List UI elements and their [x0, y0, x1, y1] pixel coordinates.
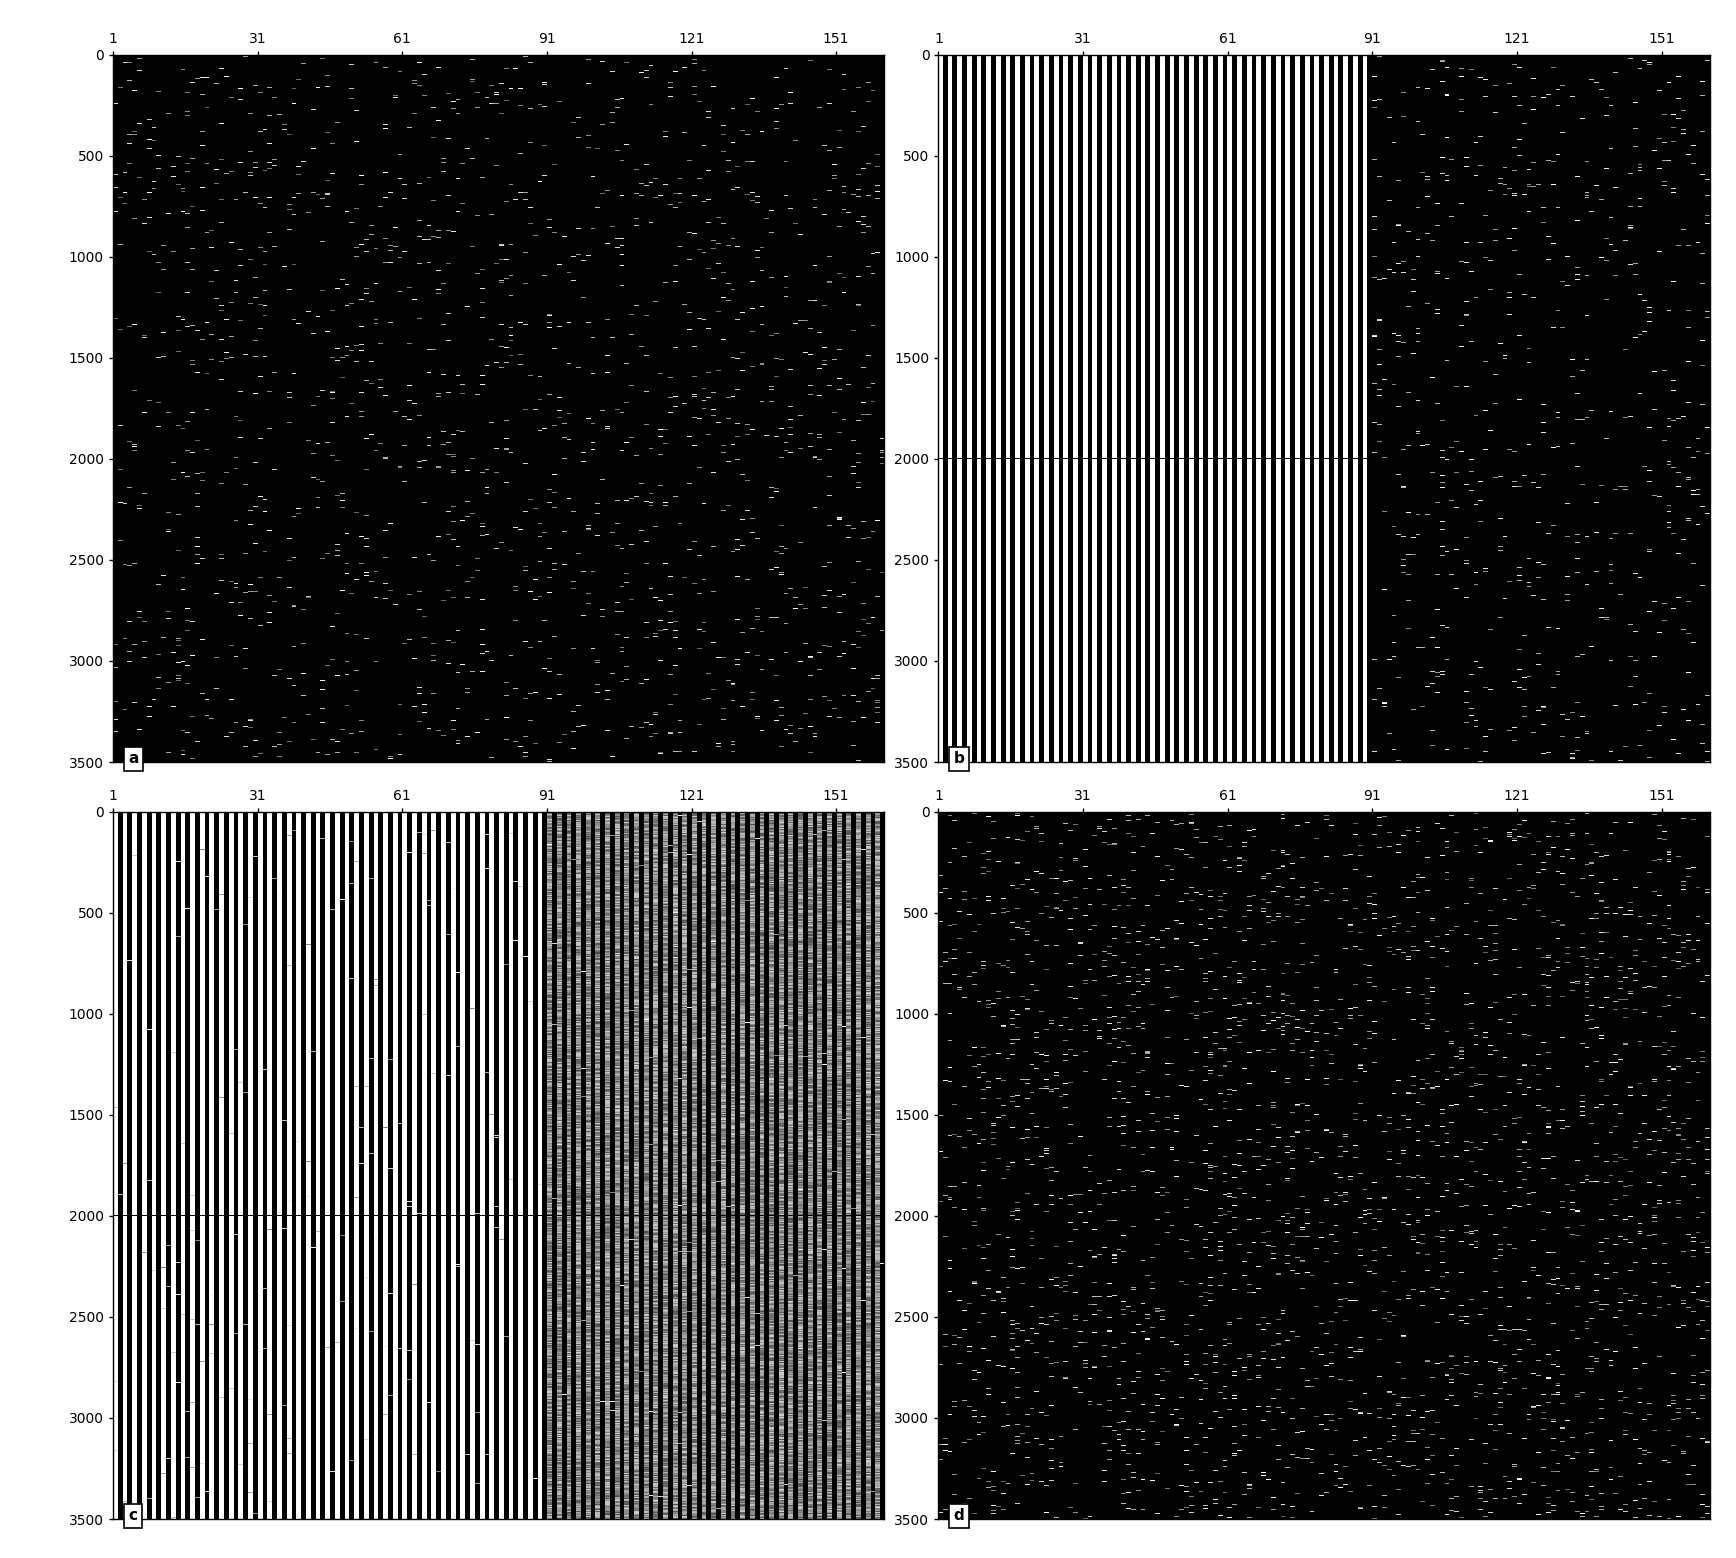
Text: a: a	[128, 751, 139, 767]
Text: b: b	[953, 751, 965, 767]
Text: d: d	[953, 1508, 965, 1524]
Text: c: c	[128, 1508, 137, 1524]
